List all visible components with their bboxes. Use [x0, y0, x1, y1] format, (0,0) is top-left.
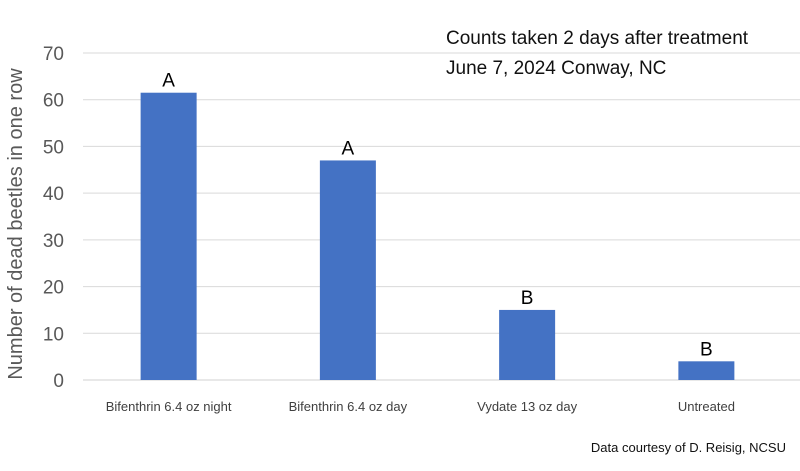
annotation-line-2: June 7, 2024 Conway, NC — [446, 58, 667, 79]
x-tick-label: Bifenthrin 6.4 oz night — [106, 399, 232, 414]
y-tick-label: 30 — [43, 231, 64, 252]
y-tick-labels: 0 10 20 30 40 50 60 70 — [43, 44, 64, 392]
y-tick-label: 20 — [43, 278, 64, 299]
y-axis-label: Number of dead beetles in one row — [5, 68, 27, 380]
data-credit: Data courtesy of D. Reisig, NCSU — [590, 440, 786, 455]
y-tick-label: 60 — [43, 91, 64, 112]
bar-letter-label: B — [521, 288, 534, 309]
bar — [319, 160, 376, 380]
bar — [140, 92, 197, 380]
x-tick-label: Untreated — [678, 399, 735, 414]
bars — [140, 92, 735, 380]
y-tick-label: 0 — [53, 371, 64, 392]
x-tick-labels: Bifenthrin 6.4 oz night Bifenthrin 6.4 oz… — [106, 399, 735, 414]
x-tick-label: Vydate 13 oz day — [477, 399, 577, 414]
bar-letter-label: B — [700, 339, 713, 360]
bar-letter-label: A — [342, 138, 355, 159]
y-tick-label: 70 — [43, 44, 64, 65]
annotation-line-1: Counts taken 2 days after treatment — [446, 28, 749, 49]
bar — [499, 309, 556, 380]
y-tick-label: 40 — [43, 184, 64, 205]
y-tick-label: 50 — [43, 137, 64, 158]
bar — [678, 361, 735, 380]
significance-letters: A A B B — [162, 71, 712, 361]
x-tick-label: Bifenthrin 6.4 oz day — [289, 399, 408, 414]
gridlines — [83, 52, 800, 381]
bar-letter-label: A — [162, 71, 175, 92]
y-tick-label: 10 — [43, 324, 64, 345]
